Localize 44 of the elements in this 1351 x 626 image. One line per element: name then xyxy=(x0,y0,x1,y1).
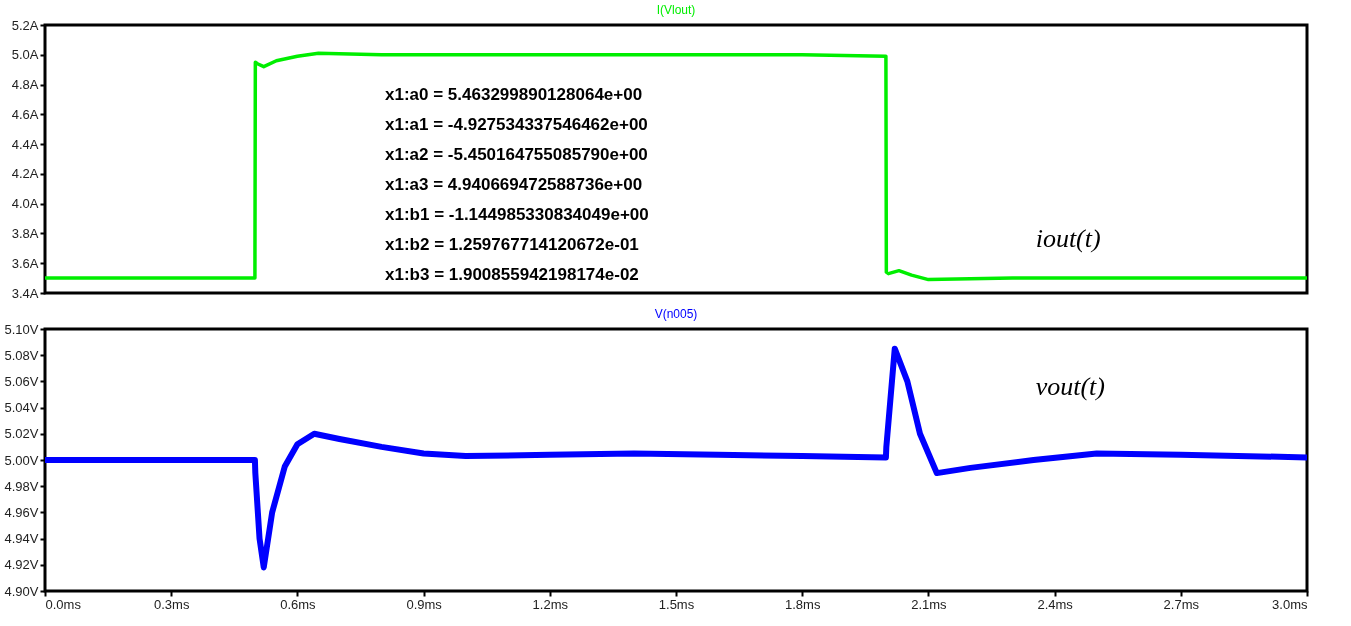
y-tick-label: 5.10V xyxy=(4,321,39,337)
y-tick-label: 5.2A xyxy=(11,17,39,33)
annotation: x1:b3 = 1.900855942198174e-02 xyxy=(385,265,639,284)
x-tick-label: 0.9ms xyxy=(406,596,443,612)
y-tick-label: 4.98V xyxy=(4,478,39,494)
x-tick-label: 0.3ms xyxy=(154,596,190,612)
y-tick-label: 5.08V xyxy=(4,347,39,363)
line-series xyxy=(45,51,1307,282)
annotation: x1:b1 = -1.144985330834049e+00 xyxy=(385,205,649,224)
y-tick-label: 4.96V xyxy=(4,504,39,520)
x-tick-label: 0.6ms xyxy=(280,596,317,612)
x-tick-label: 1.5ms xyxy=(658,596,695,612)
annotation: x1:a0 = 5.463299890128064e+00 xyxy=(385,85,643,104)
y-tick-label: 5.00V xyxy=(4,452,39,468)
annotation: x1:a3 = 4.940669472588736e+00 xyxy=(385,175,643,194)
x-tick-label: 0.0ms xyxy=(45,596,82,612)
y-tick-label: 3.4A xyxy=(11,285,39,301)
y-tick-label: 5.04V xyxy=(4,400,39,416)
y-tick-label: 4.8A xyxy=(11,77,39,93)
x-tick-label: 3.0ms xyxy=(1272,596,1308,612)
y-tick-label: 4.90V xyxy=(4,583,39,599)
y-tick-label: 3.6A xyxy=(11,255,39,271)
annotation: x1:b2 = 1.259767714120672e-01 xyxy=(385,235,639,254)
y-tick-label: 4.0A xyxy=(11,196,39,212)
annotation: x1:a2 = -5.450164755085790e+00 xyxy=(385,145,648,164)
annotation: vout(t) xyxy=(1035,371,1105,401)
x-tick-label: 2.4ms xyxy=(1037,596,1074,612)
y-tick-label: 4.92V xyxy=(4,557,39,573)
chart-title: V(n005) xyxy=(654,307,698,321)
x-tick-label: 2.7ms xyxy=(1163,596,1200,612)
x-tick-label: 2.1ms xyxy=(911,596,948,612)
y-tick-label: 5.02V xyxy=(4,426,39,442)
y-tick-label: 4.2A xyxy=(11,166,39,182)
y-tick-label: 4.6A xyxy=(11,106,39,122)
y-tick-label: 5.0A xyxy=(11,47,39,63)
x-tick-label: 1.8ms xyxy=(785,596,821,612)
x-tick-label: 1.2ms xyxy=(532,596,569,612)
y-tick-label: 4.4A xyxy=(11,136,39,152)
y-tick-label: 3.8A xyxy=(11,225,39,241)
annotation: x1:a1 = -4.927534337546462e+00 xyxy=(385,115,648,134)
annotation: iout(t) xyxy=(1035,224,1101,254)
y-tick-label: 5.06V xyxy=(4,373,39,389)
y-tick-label: 4.94V xyxy=(4,531,39,547)
chart-title: I(Vlout) xyxy=(656,3,696,17)
